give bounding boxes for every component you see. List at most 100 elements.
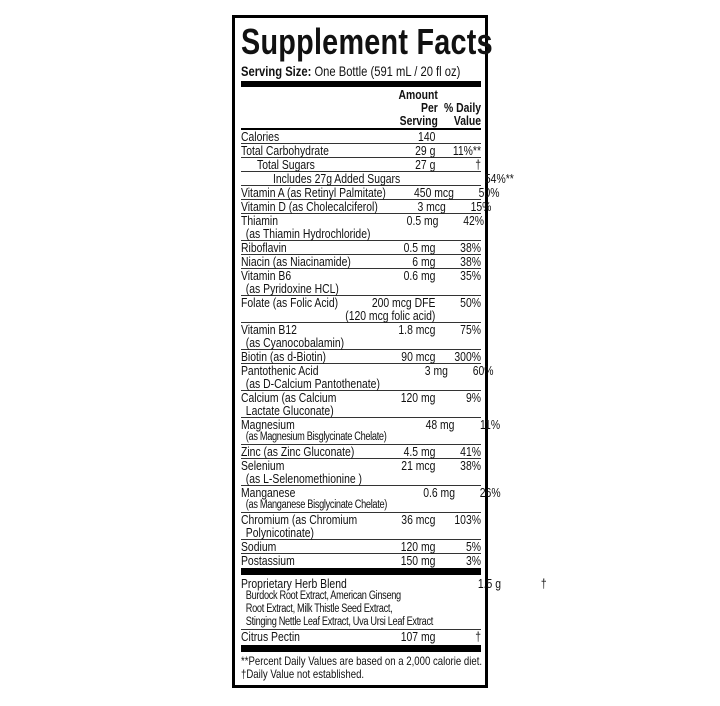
serving-size-value: One Bottle (591 mL / 20 fl oz) <box>314 63 461 79</box>
nutrient-name: Chromium (as Chromium Polynicotinate) <box>241 513 367 539</box>
nutrient-dv: 75% <box>460 322 481 337</box>
nutrient-label: Total Carbohydrate <box>241 143 329 158</box>
nutrient-name: Sodium <box>241 540 367 553</box>
nutrient-dv: 42% <box>463 213 485 228</box>
nutrient-row: Total Sugars 27 g † <box>241 158 481 172</box>
nutrient-name: Vitamin D (as Cholecalciferol) <box>241 200 378 213</box>
nutrient-label: Postassium <box>241 553 295 568</box>
nutrient-dv: 15% <box>470 199 492 214</box>
serving-size-label: Serving Size: <box>241 63 312 79</box>
pectin-name: Citrus Pectin <box>241 629 300 644</box>
nutrient-name: Total Sugars <box>241 158 367 171</box>
footnote-dagger: †Daily Value not established. <box>241 667 365 681</box>
nutrient-name: Vitamin B12 (as Cyanocobalamin) <box>241 323 367 349</box>
nutrient-dv: 50% <box>478 185 500 200</box>
nutrient-row: Chromium (as Chromium Polynicotinate) 36 m… <box>241 513 481 540</box>
nutrient-amount: 0.6 mg <box>403 268 436 283</box>
nutrient-dv: 11% <box>480 417 501 432</box>
nutrient-amount: 21 mcg <box>401 458 436 473</box>
nutrient-amount: 1.8 mcg <box>398 322 436 337</box>
nutrient-row: Vitamin B6 (as Pyridoxine HCL) 0.6 mg 35% <box>241 269 481 296</box>
nutrient-rows: Calories 140 Total Carbohydrate 29 g 11%** To… <box>241 130 514 568</box>
nutrient-row: Manganese (as Manganese Bisglycinate Chel… <box>241 485 501 513</box>
nutrient-amount: 27 g <box>415 157 436 172</box>
nutrient-label: Biotin (as d-Biotin) <box>241 349 326 364</box>
blend-ingredients: Stinging Nettle Leaf Extract, Uva Ursi L… <box>245 616 434 628</box>
nutrient-name: Pantothenic Acid (as D-Calcium Pantothena… <box>241 364 380 390</box>
nutrient-source: (as D-Calcium Pantothenate) <box>245 376 380 391</box>
nutrient-row: Calcium (as Calcium Lactate Gluconate) 120… <box>241 391 481 418</box>
dv-header-line: Value <box>453 113 481 128</box>
nutrient-name: Includes 27g Added Sugars <box>241 172 400 185</box>
nutrient-amount: 120 mg <box>400 390 436 405</box>
nutrient-name: Biotin (as d-Biotin) <box>241 350 367 363</box>
nutrient-row: Calories 140 <box>241 130 481 144</box>
nutrient-amount: 3 mg <box>424 363 448 378</box>
divider-thick <box>241 645 481 652</box>
nutrient-name: Thiamin (as Thiamin Hydrochloride) <box>241 214 370 240</box>
nutrient-amount <box>400 172 470 185</box>
nutrient-dv: 35% <box>460 268 481 283</box>
divider-thick <box>241 81 481 87</box>
nutrient-amount: 450 mcg <box>414 185 454 200</box>
nutrient-source: (as Magnesium Bisglycinate Chelate) <box>245 431 387 443</box>
nutrient-row: Thiamin (as Thiamin Hydrochloride) 0.5 mg 4… <box>241 213 485 241</box>
footnote-dv: **Percent Daily Values are based on a 2,… <box>241 654 483 668</box>
nutrient-dv: 41% <box>460 444 481 459</box>
nutrient-dv: 38% <box>460 240 481 255</box>
nutrient-row: Riboflavin 0.5 mg 38% <box>241 241 481 255</box>
nutrient-amount: 36 mcg <box>401 512 436 527</box>
nutrient-name: Folate (as Folic Acid) <box>241 296 367 309</box>
nutrient-dv: 60% <box>472 363 494 378</box>
pectin-amount: 107 mg <box>400 629 436 644</box>
pectin-row: Citrus Pectin 107 mg † <box>241 630 481 643</box>
nutrient-dv <box>438 130 481 143</box>
nutrient-label: Chromium (as Chromium <box>241 512 358 527</box>
nutrient-amount: 200 mcg DFE <box>371 295 436 310</box>
dv-header: % Daily Value <box>438 88 481 127</box>
nutrient-row: Biotin (as d-Biotin) 90 mcg 300% <box>241 350 481 364</box>
nutrient-row: Vitamin D (as Cholecalciferol) 3 mcg 15% <box>241 200 491 214</box>
nutrient-name: Magnesium (as Magnesium Bisglycinate Chel… <box>241 417 387 444</box>
nutrient-amount: 4.5 mg <box>403 444 436 459</box>
nutrient-name: Zinc (as Zinc Gluconate) <box>241 445 367 458</box>
nutrient-amount: 0.5 mg <box>403 240 436 255</box>
nutrient-label: Vitamin A (as Retinyl Palmitate) <box>241 185 386 200</box>
nutrient-label: Thiamin <box>241 213 278 228</box>
nutrient-label: Vitamin D (as Cholecalciferol) <box>241 199 378 214</box>
nutrient-name: Riboflavin <box>241 241 367 254</box>
nutrient-label: Vitamin B6 <box>241 268 292 283</box>
nutrient-row: Folate (as Folic Acid) 200 mcg DFE 50% (120… <box>241 296 481 323</box>
nutrient-source: Polynicotinate) <box>245 525 315 540</box>
nutrient-label: Selenium <box>241 458 285 473</box>
nutrient-amount: 29 g <box>415 143 436 158</box>
panel-title: Supplement Facts <box>241 21 493 62</box>
nutrient-dv: 26% <box>479 485 501 500</box>
nutrient-name: Niacin (as Niacinamide) <box>241 255 367 268</box>
nutrient-dv: † <box>475 157 481 172</box>
nutrient-name: Calories <box>241 130 367 143</box>
nutrient-dv: 3% <box>465 553 481 568</box>
nutrient-label: Magnesium <box>241 417 295 432</box>
nutrient-name: Selenium (as L-Selenomethionine ) <box>241 459 367 485</box>
nutrient-dv: 103% <box>454 512 481 527</box>
blend-name: Proprietary Herb Blend <box>241 576 347 591</box>
blend-ingredients: Burdock Root Extract, American Ginseng <box>245 590 401 602</box>
nutrient-source: Lactate Gluconate) <box>245 403 334 418</box>
nutrient-label: Sodium <box>241 539 277 554</box>
column-header: Amount Per Serving % Daily Value <box>241 88 481 130</box>
nutrient-row: Sodium 120 mg 5% <box>241 540 481 554</box>
nutrient-dv: 11%** <box>452 143 481 158</box>
nutrient-amount: 120 mg <box>400 539 436 554</box>
nutrient-amount: 0.6 mg <box>423 485 455 500</box>
nutrient-name: Calcium (as Calcium Lactate Gluconate) <box>241 391 367 417</box>
blend-row: Proprietary Herb Blend Burdock Root Extr… <box>241 576 547 630</box>
nutrient-label: Niacin (as Niacinamide) <box>241 254 351 269</box>
nutrient-label: Manganese <box>241 485 296 500</box>
pectin-dv: † <box>475 629 481 644</box>
nutrient-label: Calcium (as Calcium <box>241 390 337 405</box>
amount-header-line: Amount <box>398 87 438 102</box>
nutrient-amount: 140 <box>418 129 436 144</box>
nutrient-label: Zinc (as Zinc Gluconate) <box>241 444 355 459</box>
nutrient-amount: 150 mg <box>400 553 436 568</box>
